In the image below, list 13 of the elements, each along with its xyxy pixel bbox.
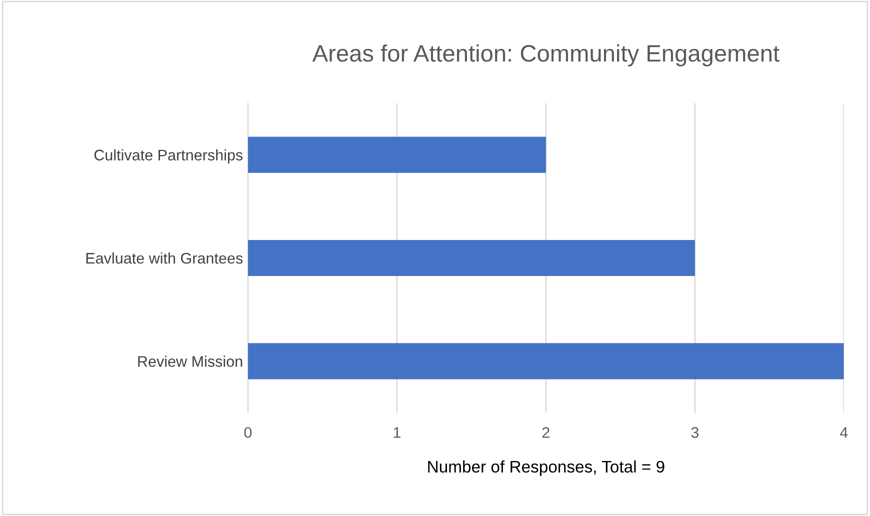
x-tick-label: 2 <box>542 427 550 438</box>
x-tick-label: 3 <box>691 427 698 438</box>
bar <box>248 136 546 173</box>
bar <box>248 343 844 380</box>
y-tick-label: Review Mission <box>138 356 242 367</box>
x-tick-label: 1 <box>394 427 400 438</box>
y-tick-label: Cultivate Partnerships <box>94 149 243 164</box>
x-tick-label: 0 <box>244 427 252 438</box>
x-tick-label: 4 <box>840 427 848 438</box>
chart-title: Areas for Attention: Community Engagement <box>312 44 780 66</box>
x-axis-title: Number of Responses, Total = 9 <box>428 460 664 476</box>
bar <box>248 240 695 276</box>
y-tick-label: Eavluate with Grantees <box>86 252 243 264</box>
